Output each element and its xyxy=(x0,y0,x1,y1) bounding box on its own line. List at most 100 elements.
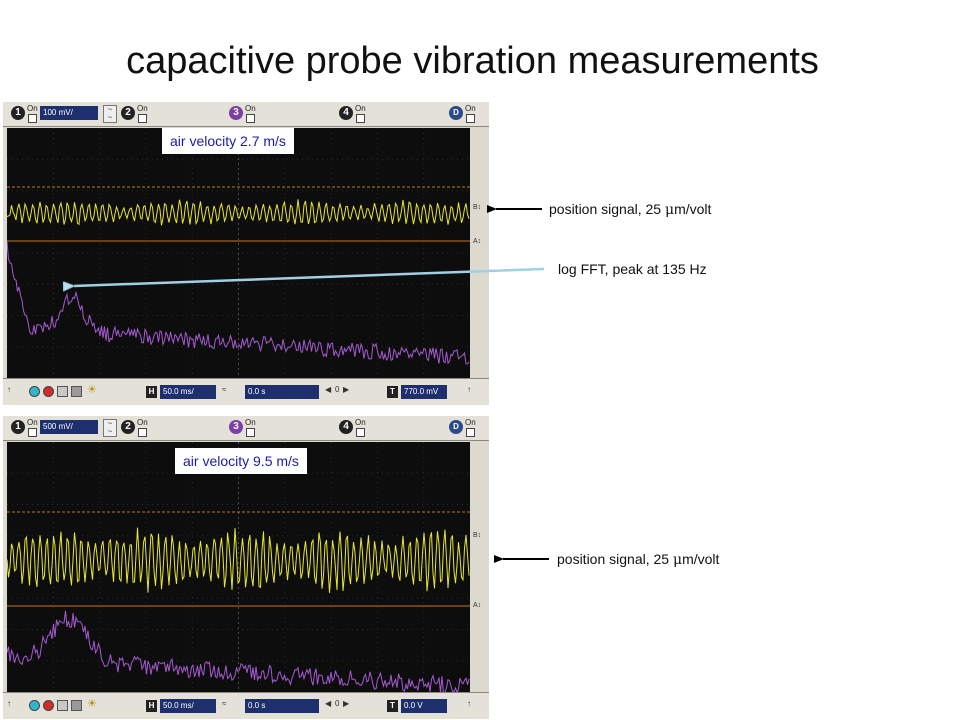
channel-1-volts-per-div[interactable]: 500 mV/ xyxy=(40,420,98,434)
run-button-icon[interactable] xyxy=(29,700,40,711)
marker-b-label: B↕ xyxy=(473,532,482,539)
annotation-mu: μ xyxy=(664,202,675,218)
marker-b-label: B↕ xyxy=(473,204,482,211)
channel-1-checkbox[interactable] xyxy=(28,428,37,437)
trigger-level[interactable]: 0.0 V xyxy=(401,699,447,713)
air-velocity-label: air velocity 2.7 m/s xyxy=(162,128,294,154)
channel-1-on-label: On xyxy=(27,104,38,113)
channel-1-on-label: On xyxy=(27,418,38,427)
trigger-mode-icon[interactable]: ↑ xyxy=(7,699,11,708)
time-per-div[interactable]: 50.0 ms/ xyxy=(160,699,216,713)
oscilloscope-window-bottom: 1 On 500 mV/ ~ ~ 2 On 3 On 4 On D On B↕ A… xyxy=(3,416,489,719)
fft-trace xyxy=(7,241,470,365)
channel-3-checkbox[interactable] xyxy=(246,428,255,437)
oscilloscope-window-top: 1 On 100 mV/ ~ ~ 2 On 3 On 4 On D On B↕ A… xyxy=(3,102,489,405)
slide-title: capacitive probe vibration measurements xyxy=(126,40,819,82)
digital-on-label: On xyxy=(465,104,476,113)
stop-button-icon[interactable] xyxy=(43,700,54,711)
print-icon[interactable] xyxy=(71,386,82,397)
annotation-unit: m/volt xyxy=(682,551,720,567)
channel-2-on-label: On xyxy=(137,418,148,427)
channel-4-on-label: On xyxy=(355,418,366,427)
channel-bar: 1 On 100 mV/ ~ ~ 2 On 3 On 4 On D On xyxy=(3,102,489,127)
channel-4-checkbox[interactable] xyxy=(356,114,365,123)
annotation-mu: μ xyxy=(672,552,683,568)
coupling-icon[interactable]: ~ ~ xyxy=(103,105,117,123)
horizontal-label: H xyxy=(146,700,157,712)
delay-readout[interactable]: 0.0 s xyxy=(245,385,319,399)
channel-1-volts-per-div[interactable]: 100 mV/ xyxy=(40,106,98,120)
channel-3-checkbox[interactable] xyxy=(246,114,255,123)
channel-bar: 1 On 500 mV/ ~ ~ 2 On 3 On 4 On D On xyxy=(3,416,489,441)
stop-button-icon[interactable] xyxy=(43,386,54,397)
delay-left-icon[interactable]: ◀ xyxy=(325,699,332,708)
trigger-label: T xyxy=(387,386,398,398)
channel-3-on-label: On xyxy=(245,418,256,427)
scope-waveform-area xyxy=(7,442,470,692)
marker-strip: B↕ A↕ xyxy=(471,442,489,692)
delay-zero-button[interactable]: 0 xyxy=(335,699,340,708)
time-adjust-icon[interactable]: ≈ xyxy=(222,699,227,708)
brightness-icon[interactable]: ☀ xyxy=(87,384,97,396)
channel-3-on-label: On xyxy=(245,104,256,113)
coupling-icon[interactable]: ~ ~ xyxy=(103,419,117,437)
bottom-control-bar: ↑ ☀ H 50.0 ms/ ≈ 0.0 s ◀ 0 ▶ T 0.0 V ↑ xyxy=(3,692,489,719)
channel-2-button[interactable]: 2 xyxy=(121,420,135,434)
digital-checkbox[interactable] xyxy=(466,428,475,437)
horizontal-label: H xyxy=(146,386,157,398)
print-icon[interactable] xyxy=(71,700,82,711)
channel-2-checkbox[interactable] xyxy=(138,114,147,123)
run-button-icon[interactable] xyxy=(29,386,40,397)
fft-peak-arrow xyxy=(74,267,545,286)
channel-1-button[interactable]: 1 xyxy=(11,106,25,120)
annotation-text: position signal, 25 xyxy=(557,551,673,567)
position-signal-annotation-bottom: position signal, 25 μm/volt xyxy=(557,551,719,568)
marker-a-label: A↕ xyxy=(473,238,482,245)
channel-2-on-label: On xyxy=(137,104,148,113)
channel-3-button[interactable]: 3 xyxy=(229,106,243,120)
trigger-slope-icon[interactable]: ↑ xyxy=(467,385,471,394)
delay-right-icon[interactable]: ▶ xyxy=(343,385,350,394)
trigger-mode-icon[interactable]: ↑ xyxy=(7,385,11,394)
channel-4-button[interactable]: 4 xyxy=(339,420,353,434)
scope-waveform-area xyxy=(7,128,470,378)
air-velocity-label: air velocity 9.5 m/s xyxy=(175,448,307,474)
position-signal-annotation-top: position signal, 25 μm/volt xyxy=(549,201,711,218)
digital-channel-button[interactable]: D xyxy=(449,106,463,120)
annotation-unit: m/volt xyxy=(674,201,712,217)
single-button-icon[interactable] xyxy=(57,700,68,711)
channel-4-button[interactable]: 4 xyxy=(339,106,353,120)
brightness-icon[interactable]: ☀ xyxy=(87,698,97,710)
annotation-text: position signal, 25 xyxy=(549,201,665,217)
delay-right-icon[interactable]: ▶ xyxy=(343,699,350,708)
scope-display xyxy=(7,442,470,692)
marker-strip: B↕ A↕ xyxy=(471,128,489,378)
fft-annotation: log FFT, peak at 135 Hz xyxy=(558,261,707,277)
time-adjust-icon[interactable]: ≈ xyxy=(222,385,227,394)
position-trace xyxy=(7,527,470,593)
digital-on-label: On xyxy=(465,418,476,427)
bottom-control-bar: ↑ ☀ H 50.0 ms/ ≈ 0.0 s ◀ 0 ▶ T 770.0 mV … xyxy=(3,378,489,405)
channel-4-on-label: On xyxy=(355,104,366,113)
channel-2-button[interactable]: 2 xyxy=(121,106,135,120)
fft-trace xyxy=(7,610,470,692)
position-trace xyxy=(7,199,470,226)
delay-readout[interactable]: 0.0 s xyxy=(245,699,319,713)
scope-display xyxy=(7,128,470,378)
channel-1-checkbox[interactable] xyxy=(28,114,37,123)
trigger-level[interactable]: 770.0 mV xyxy=(401,385,447,399)
trigger-slope-icon[interactable]: ↑ xyxy=(467,699,471,708)
digital-checkbox[interactable] xyxy=(466,114,475,123)
marker-a-label: A↕ xyxy=(473,602,482,609)
time-per-div[interactable]: 50.0 ms/ xyxy=(160,385,216,399)
channel-4-checkbox[interactable] xyxy=(356,428,365,437)
delay-left-icon[interactable]: ◀ xyxy=(325,385,332,394)
delay-zero-button[interactable]: 0 xyxy=(335,385,340,394)
single-button-icon[interactable] xyxy=(57,386,68,397)
trigger-label: T xyxy=(387,700,398,712)
digital-channel-button[interactable]: D xyxy=(449,420,463,434)
channel-3-button[interactable]: 3 xyxy=(229,420,243,434)
channel-2-checkbox[interactable] xyxy=(138,428,147,437)
channel-1-button[interactable]: 1 xyxy=(11,420,25,434)
